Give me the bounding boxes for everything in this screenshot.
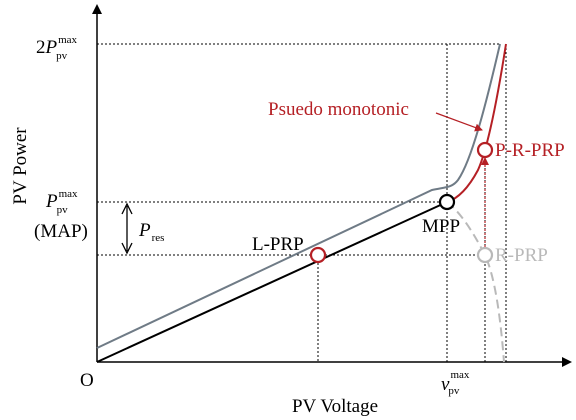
pseudo-arrow <box>435 112 483 132</box>
prrp-label: P-R-PRP <box>495 140 565 161</box>
y-axis-label: PV Power <box>10 127 31 205</box>
lprp-label: L-PRP <box>252 234 304 255</box>
pmax-label: Pmax pv <box>45 188 78 216</box>
rprp-label: R-PRP <box>495 245 548 266</box>
prrp-marker <box>476 141 494 159</box>
two-pmax-label: 2Pmax pv <box>36 34 78 62</box>
gray-dashed-curve <box>446 201 505 363</box>
pseudo-monotonic-label: Psuedo monotonic <box>268 99 409 120</box>
vmax-label: vmax pv <box>441 369 470 397</box>
mpp-label: MPP <box>422 216 460 237</box>
origin-label: O <box>80 370 94 391</box>
pres-double-arrow <box>121 202 133 255</box>
rprp-marker <box>476 246 494 264</box>
pres-label: Pres <box>138 220 164 244</box>
mpp-marker <box>438 193 456 211</box>
lprp-marker <box>309 246 327 264</box>
black-curve <box>96 201 448 363</box>
gray-curve <box>96 43 501 349</box>
x-axis-label: PV Voltage <box>292 396 378 417</box>
red-curve <box>446 43 507 203</box>
map-label: (MAP) <box>34 221 88 242</box>
